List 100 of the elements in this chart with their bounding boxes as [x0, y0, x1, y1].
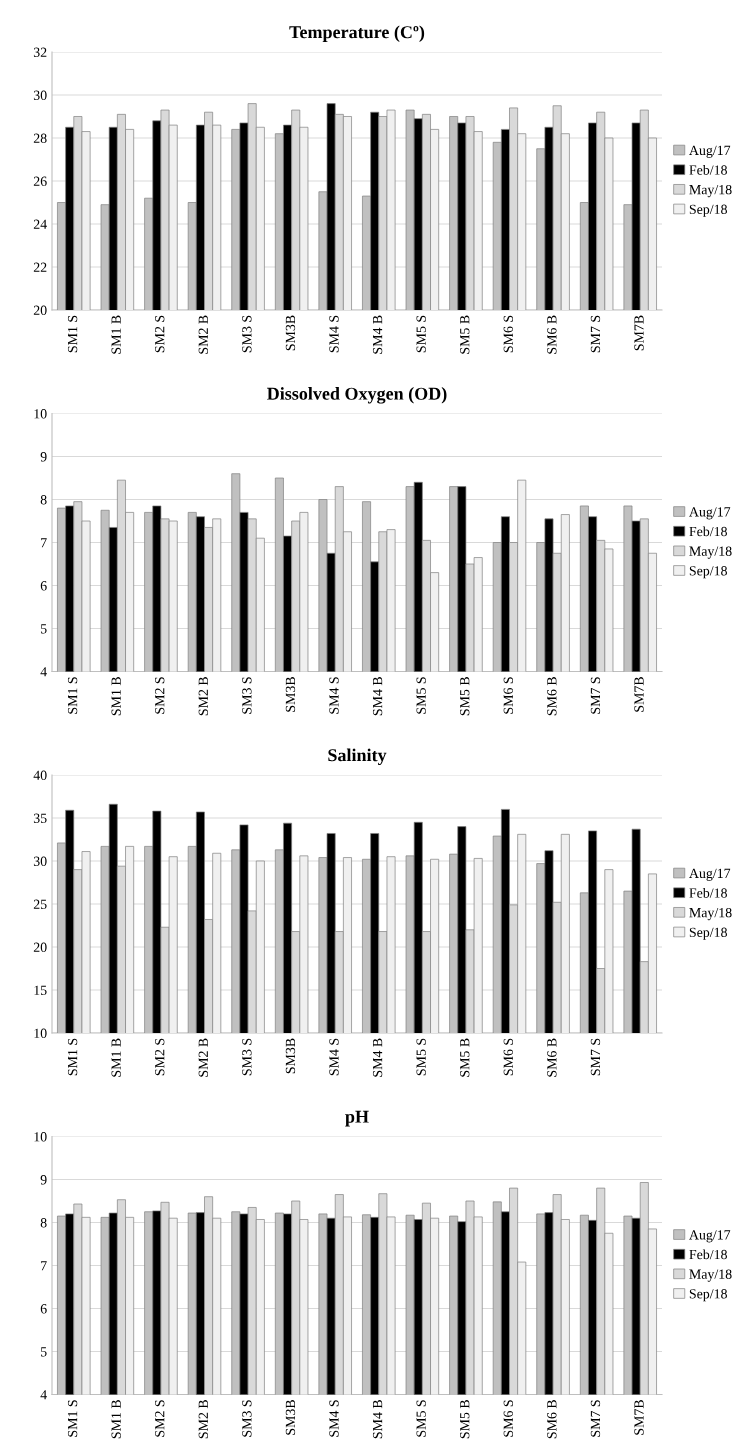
y-tick-label: 10 — [34, 1028, 47, 1038]
legend-label: Feb/18 — [689, 887, 727, 898]
x-tick-label: SM7B — [634, 1400, 644, 1435]
x-tick-label: SM4 S — [329, 677, 339, 714]
y-tick-label: 6 — [40, 1304, 47, 1314]
legend-label: Aug/17 — [689, 868, 731, 881]
legend-label: Sep/18 — [689, 204, 727, 217]
x-tick-label: SM2 B — [198, 1038, 208, 1077]
legend-label: May/18 — [689, 907, 732, 921]
x-tick-label: SM2 S — [155, 1038, 165, 1076]
y-tick-label: 7 — [41, 1261, 47, 1271]
y-tick-label: 40 — [33, 770, 47, 780]
x-tick-label: SM1 B — [111, 1400, 121, 1439]
y-tick-label: 30 — [33, 856, 47, 866]
legend-label: Sep/18 — [689, 927, 727, 940]
y-tick-label: 5 — [41, 624, 47, 634]
chart-title: Salinity — [328, 748, 387, 766]
x-tick-label: SM4 B — [372, 677, 383, 716]
x-tick-label: SM4 S — [329, 1400, 339, 1437]
y-tick-label: 4 — [40, 667, 47, 677]
x-tick-label: SM4 B — [372, 1038, 383, 1077]
y-tick-label: 6 — [40, 581, 47, 591]
x-tick-label: SM5 B — [460, 1038, 470, 1077]
x-tick-label: SM6 S — [503, 1400, 513, 1437]
x-tick-label: SM4 S — [329, 315, 339, 353]
x-tick-label: SM7B — [634, 315, 644, 351]
y-tick-label: 22 — [33, 262, 47, 272]
x-tick-label: SM2 B — [198, 1400, 208, 1439]
x-tick-label: SM4 S — [329, 1038, 339, 1076]
legend-label: Feb/18 — [689, 526, 727, 537]
x-tick-label: SM3B — [285, 1400, 296, 1435]
x-tick-label: SM6 S — [503, 677, 513, 714]
y-tick-label: 20 — [33, 942, 47, 952]
legend-label: Sep/18 — [689, 566, 727, 579]
x-tick-label: SM3 S — [242, 1038, 252, 1076]
legend-label: May/18 — [689, 1269, 732, 1282]
y-tick-label: 26 — [33, 176, 47, 186]
x-tick-label: SM6 S — [503, 315, 513, 353]
x-tick-label: SM3B — [285, 315, 296, 351]
y-tick-label: 15 — [34, 985, 47, 995]
x-tick-label: SM2 B — [198, 315, 208, 354]
x-tick-label: SM6 B — [547, 677, 557, 716]
x-tick-label: SM7 S — [590, 677, 601, 714]
legend-label: May/18 — [689, 184, 732, 198]
x-tick-label: SM6 B — [547, 1038, 557, 1077]
x-tick-label: SM7B — [634, 677, 644, 712]
x-tick-label: SM6 B — [547, 1400, 557, 1439]
legend-label: Aug/17 — [689, 145, 731, 158]
x-tick-label: SM1 B — [111, 677, 121, 716]
x-tick-label: SM6 S — [503, 1038, 513, 1076]
legend-label: Sep/18 — [689, 1289, 727, 1302]
x-tick-label: SM3 S — [242, 677, 252, 714]
x-tick-label: SM5 B — [460, 315, 470, 354]
y-tick-label: 35 — [33, 813, 47, 823]
chart-title: pH — [345, 1110, 369, 1127]
x-tick-label: SM1 S — [67, 677, 78, 714]
chart-title: Temperature (Cº) — [289, 25, 425, 42]
y-tick-label: 8 — [40, 495, 47, 505]
x-tick-label: SM5 S — [416, 677, 426, 714]
legend-label: Feb/18 — [689, 1249, 727, 1260]
y-tick-label: 10 — [34, 409, 47, 419]
y-tick-label: 10 — [34, 1132, 47, 1142]
y-tick-label: 9 — [40, 1175, 47, 1185]
y-tick-label: 8 — [40, 1218, 47, 1228]
x-tick-label: SM6 B — [547, 315, 557, 354]
y-tick-label: 4 — [40, 1390, 47, 1400]
x-tick-label: SM4 B — [372, 1400, 383, 1439]
y-tick-label: 7 — [41, 538, 47, 548]
legend-label: Aug/17 — [689, 1230, 731, 1243]
x-tick-label: SM3 S — [242, 1400, 252, 1437]
y-tick-label: 5 — [41, 1347, 47, 1357]
y-tick-label: 25 — [33, 899, 47, 909]
x-tick-label: SM4 B — [372, 315, 383, 354]
x-tick-label: SM7 S — [590, 1400, 601, 1437]
legend-label: May/18 — [689, 546, 732, 559]
x-tick-label: SM7 S — [590, 1038, 601, 1076]
x-tick-label: SM3B — [285, 677, 296, 712]
legend-label: Aug/17 — [689, 507, 731, 520]
x-tick-label: SM1 B — [111, 1038, 121, 1077]
x-tick-label: SM5 S — [416, 1400, 426, 1437]
legend-label: Feb/18 — [689, 164, 727, 175]
y-tick-label: 32 — [33, 47, 47, 57]
x-tick-label: SM1 S — [67, 315, 78, 353]
x-tick-label: SM2 S — [155, 677, 165, 714]
y-tick-label: 30 — [33, 90, 47, 100]
y-tick-label: 9 — [40, 452, 47, 462]
x-tick-label: SM1 S — [67, 1400, 78, 1437]
x-tick-label: SM3 S — [242, 315, 252, 353]
chart-title: Dissolved Oxygen (OD) — [267, 387, 447, 404]
x-tick-label: SM2 B — [198, 677, 208, 716]
x-tick-label: SM7 S — [590, 315, 601, 353]
y-tick-label: 20 — [33, 305, 47, 315]
x-tick-label: SM2 S — [155, 315, 165, 353]
x-tick-label: SM2 S — [155, 1400, 165, 1437]
y-tick-label: 28 — [33, 133, 47, 143]
x-tick-label: SM5 S — [416, 315, 426, 353]
y-tick-label: 24 — [33, 219, 47, 229]
x-tick-label: SM5 S — [416, 1038, 426, 1076]
x-tick-label: SM5 B — [460, 677, 470, 716]
x-tick-label: SM3B — [285, 1038, 296, 1074]
